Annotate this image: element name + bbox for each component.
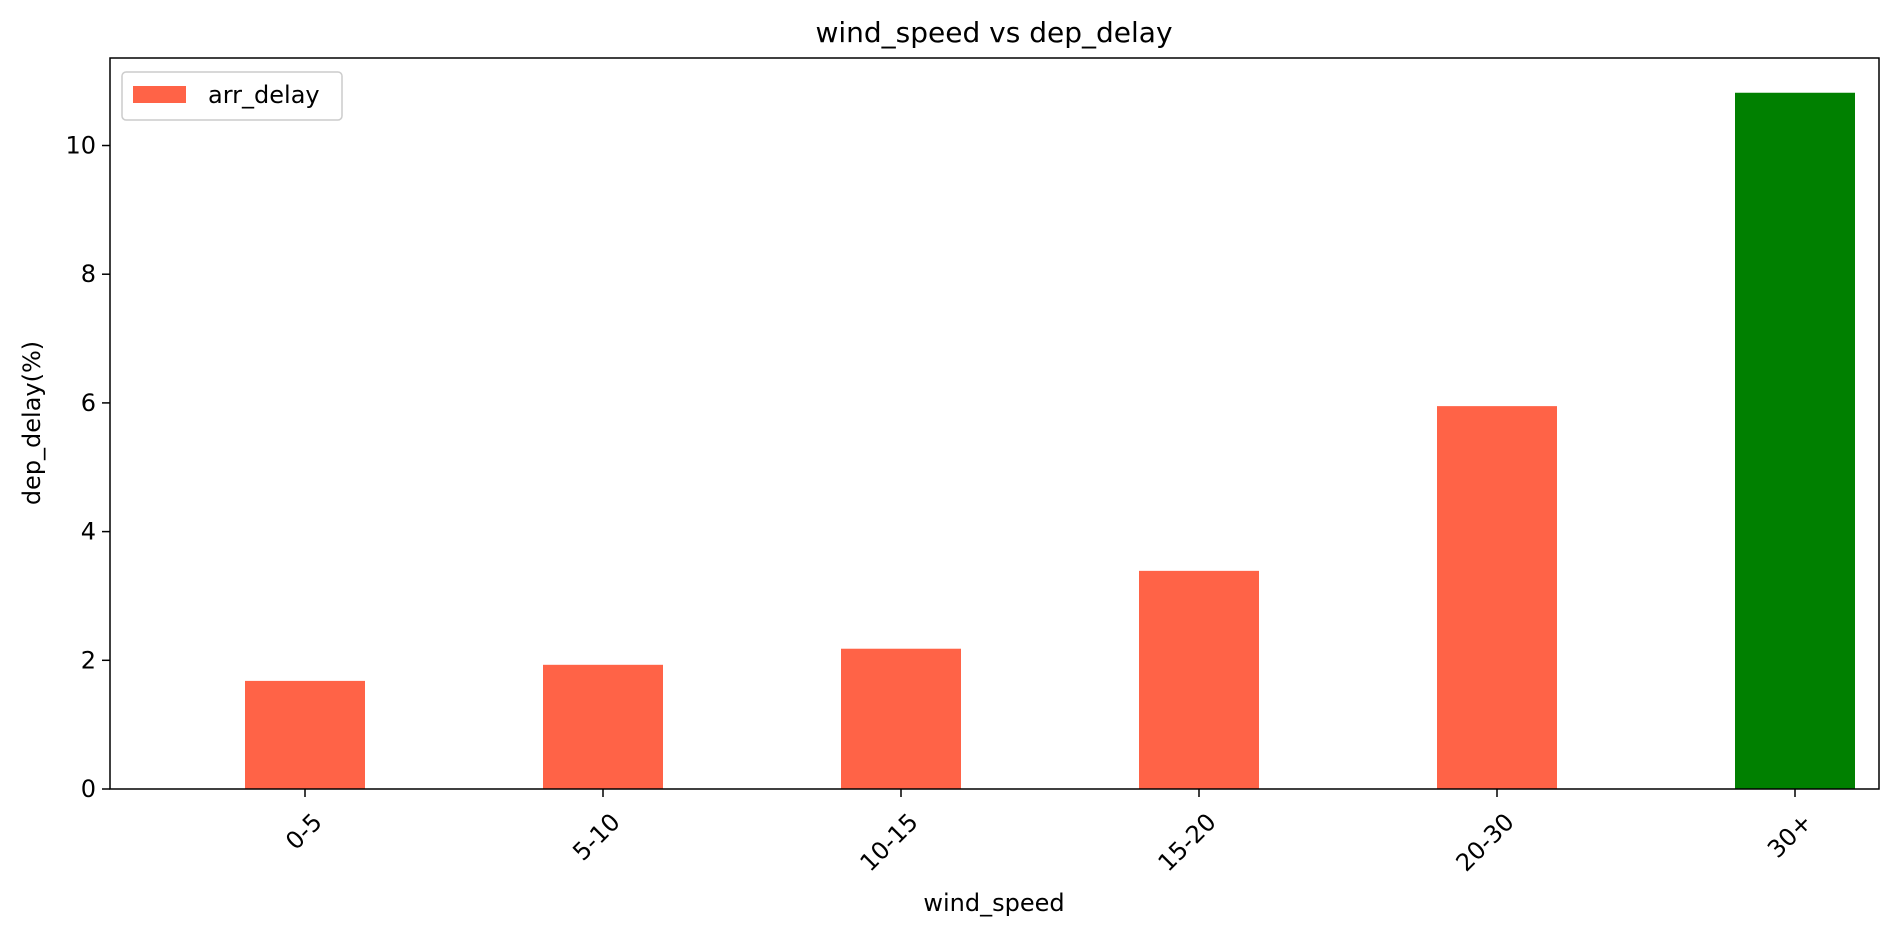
legend-box bbox=[121, 71, 343, 121]
bar-10-15 bbox=[841, 648, 961, 789]
legend: arr_delay bbox=[121, 71, 343, 121]
y-tick-label: 0 bbox=[81, 775, 96, 803]
y-axis-ticks: 0 2 4 6 8 10 bbox=[65, 132, 110, 803]
legend-label: arr_delay bbox=[208, 81, 320, 109]
bar-15-20 bbox=[1139, 570, 1259, 789]
bars bbox=[245, 92, 1855, 790]
y-tick-label: 2 bbox=[81, 646, 96, 674]
y-tick-label: 8 bbox=[81, 260, 96, 288]
x-axis-label: wind_speed bbox=[923, 889, 1064, 917]
bar-5-10 bbox=[543, 664, 663, 789]
bar-30+ bbox=[1735, 92, 1855, 790]
bar-0-5 bbox=[245, 680, 365, 789]
y-tick-label: 6 bbox=[81, 389, 96, 417]
chart-title: wind_speed vs dep_delay bbox=[815, 16, 1172, 49]
y-tick-label: 4 bbox=[81, 518, 96, 546]
plot-frame bbox=[109, 57, 1880, 790]
bar-20-30 bbox=[1437, 406, 1557, 789]
legend-swatch bbox=[133, 86, 186, 103]
y-tick-label: 10 bbox=[65, 132, 96, 160]
y-axis-label: dep_delay(%) bbox=[18, 341, 46, 505]
